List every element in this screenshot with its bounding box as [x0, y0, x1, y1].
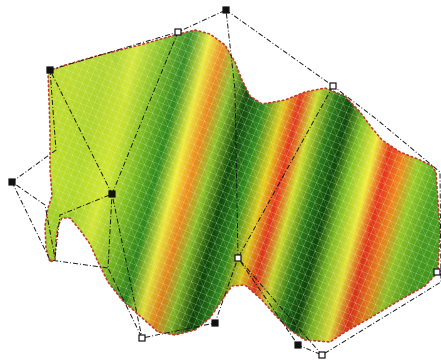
control-point-handle-icon[interactable] [211, 319, 219, 327]
control-point-handle-icon[interactable] [46, 66, 54, 74]
control-point-handle-icon[interactable] [329, 82, 337, 90]
control-point-handle-icon[interactable] [174, 28, 182, 36]
control-point-handle-icon[interactable] [108, 190, 116, 198]
control-point-handle-icon[interactable] [234, 254, 242, 262]
control-point-handle-icon[interactable] [318, 351, 326, 359]
control-point-handle-icon[interactable] [138, 334, 146, 342]
control-handles[interactable] [8, 6, 441, 359]
control-point-handle-icon[interactable] [222, 6, 230, 14]
control-point-handle-icon[interactable] [294, 341, 302, 349]
control-point-handle-icon[interactable] [8, 178, 16, 186]
control-point-handle-icon[interactable] [433, 268, 441, 276]
surface-boundary [44, 29, 441, 343]
